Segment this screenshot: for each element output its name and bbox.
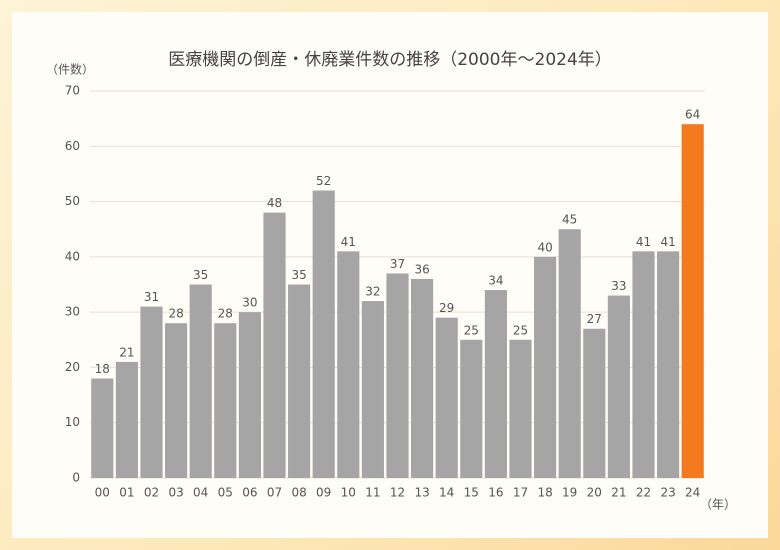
y-tick-label: 30 — [65, 305, 80, 319]
x-tick-label: 18 — [537, 486, 552, 500]
data-label: 64 — [685, 108, 700, 122]
data-label: 36 — [414, 262, 429, 276]
x-tick-label: 14 — [439, 486, 454, 500]
bar — [657, 251, 680, 478]
x-tick-label: 08 — [291, 486, 306, 500]
bar — [165, 323, 188, 478]
data-label: 41 — [636, 235, 651, 249]
bar — [214, 323, 237, 478]
data-label: 35 — [291, 268, 306, 282]
x-tick-label: 20 — [587, 486, 602, 500]
x-tick-label: 17 — [513, 486, 528, 500]
bar — [288, 284, 311, 478]
x-tick-label: 03 — [168, 486, 183, 500]
bar — [91, 378, 114, 478]
x-tick-label: 06 — [242, 486, 257, 500]
bar — [607, 295, 630, 478]
y-tick-label: 40 — [65, 249, 80, 263]
data-label: 32 — [365, 285, 380, 299]
data-label: 35 — [193, 268, 208, 282]
data-label: 48 — [267, 196, 282, 210]
x-tick-label: 04 — [193, 486, 208, 500]
data-label: 21 — [119, 345, 134, 359]
data-label: 18 — [95, 362, 110, 376]
x-axis-label: （年） — [700, 498, 736, 512]
x-tick-label: 24 — [685, 486, 700, 500]
x-tick-label: 15 — [464, 486, 479, 500]
bar — [411, 278, 434, 478]
x-tick-label: 21 — [611, 486, 626, 500]
bar — [361, 301, 384, 478]
bar — [312, 190, 335, 478]
data-label: 41 — [341, 235, 356, 249]
bar — [558, 229, 581, 478]
x-tick-label: 05 — [218, 486, 233, 500]
y-tick-label: 20 — [65, 360, 80, 374]
data-label: 25 — [513, 323, 528, 337]
bar — [115, 361, 138, 478]
data-label: 37 — [390, 257, 405, 271]
y-tick-label: 70 — [65, 84, 80, 98]
data-label: 40 — [537, 240, 552, 254]
data-label: 28 — [218, 307, 233, 321]
bar — [189, 284, 212, 478]
data-label: 25 — [464, 323, 479, 337]
bar — [386, 273, 409, 478]
y-tick-label: 10 — [65, 415, 80, 429]
bar — [583, 328, 606, 478]
x-tick-label: 07 — [267, 486, 282, 500]
x-tick-label: 00 — [95, 486, 110, 500]
x-tick-label: 10 — [341, 486, 356, 500]
data-label: 31 — [144, 290, 159, 304]
y-tick-label: 60 — [65, 139, 80, 153]
data-label: 30 — [242, 296, 257, 310]
x-tick-label: 02 — [144, 486, 159, 500]
bar — [484, 290, 507, 478]
x-tick-label: 23 — [660, 486, 675, 500]
y-tick-label: 50 — [65, 194, 80, 208]
bar — [140, 306, 163, 478]
bar — [263, 212, 286, 478]
data-label: 34 — [488, 274, 503, 288]
bar — [509, 339, 532, 478]
data-label: 33 — [611, 279, 626, 293]
bar — [238, 312, 261, 478]
x-tick-label: 01 — [119, 486, 134, 500]
x-tick-label: 09 — [316, 486, 331, 500]
data-label: 45 — [562, 213, 577, 227]
y-axis-label: （件数） — [46, 62, 94, 77]
x-tick-label: 12 — [390, 486, 405, 500]
data-label: 29 — [439, 301, 454, 315]
bar — [681, 124, 704, 479]
data-label: 41 — [660, 235, 675, 249]
x-tick-label: 22 — [636, 486, 651, 500]
data-label: 27 — [587, 312, 602, 326]
bar — [435, 317, 458, 478]
data-label: 28 — [168, 307, 183, 321]
x-tick-label: 16 — [488, 486, 503, 500]
x-tick-label: 19 — [562, 486, 577, 500]
y-tick-label: 0 — [72, 471, 80, 485]
bar — [337, 251, 360, 478]
x-tick-label: 13 — [414, 486, 429, 500]
chart-title: 医療機関の倒産・休廃業件数の推移（2000年～2024年） — [168, 50, 612, 70]
data-label: 52 — [316, 174, 331, 188]
bar — [632, 251, 655, 478]
x-tick-label: 11 — [365, 486, 380, 500]
bar — [460, 339, 483, 478]
bar — [534, 256, 557, 478]
